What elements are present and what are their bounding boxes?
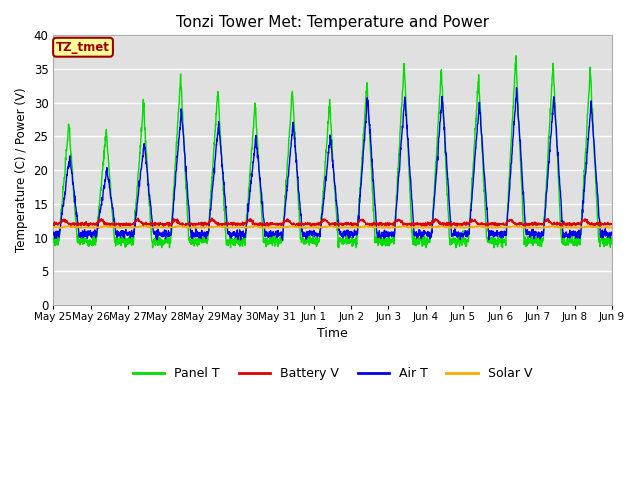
Title: Tonzi Tower Met: Temperature and Power: Tonzi Tower Met: Temperature and Power — [176, 15, 489, 30]
X-axis label: Time: Time — [317, 327, 348, 340]
Text: TZ_tmet: TZ_tmet — [56, 41, 110, 54]
Y-axis label: Temperature (C) / Power (V): Temperature (C) / Power (V) — [15, 88, 28, 252]
Legend: Panel T, Battery V, Air T, Solar V: Panel T, Battery V, Air T, Solar V — [128, 362, 537, 385]
